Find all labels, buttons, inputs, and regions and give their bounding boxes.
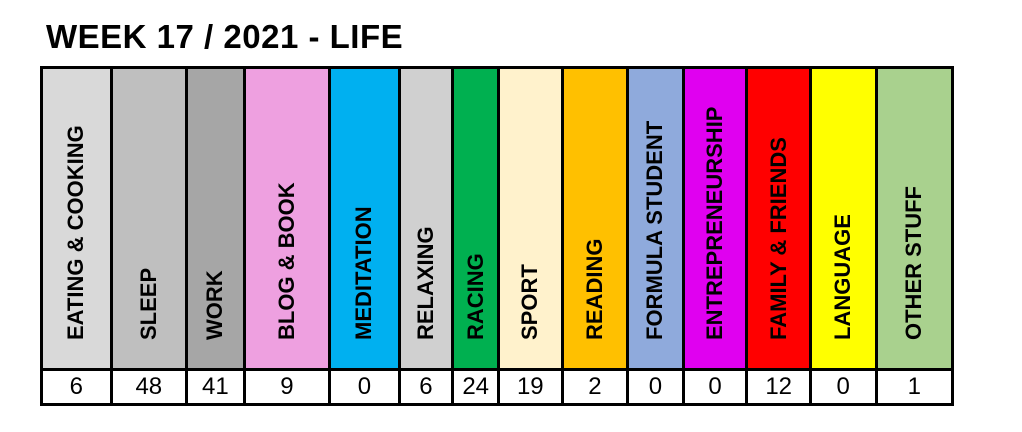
category-label: RACING	[462, 253, 488, 340]
category-color-cell: EATING & COOKING	[43, 69, 110, 371]
category-hours-value: 9	[245, 371, 329, 403]
category-label: SPORT	[517, 264, 543, 340]
category-hours-value: 19	[500, 371, 561, 403]
category-hours-value: 0	[629, 371, 682, 403]
category-hours-value: 2	[563, 371, 627, 403]
category-label: OTHER STUFF	[901, 186, 927, 340]
category-column: SLEEP 48	[112, 69, 189, 403]
category-label: ENTREPRENEURSHIP	[702, 106, 728, 340]
category-color-cell: MEDITATION	[331, 69, 398, 371]
category-color-cell: FORMULA STUDENT	[629, 69, 682, 371]
category-hours-value: 24	[454, 371, 498, 403]
category-hours-value: 41	[188, 371, 243, 403]
category-column: ENTREPRENEURSHIP 0	[684, 69, 749, 403]
category-column: READING 2	[563, 69, 630, 403]
category-hours-value: 6	[400, 371, 452, 403]
category-column: FAMILY & FRIENDS 12	[748, 69, 812, 403]
category-color-cell: BLOG & BOOK	[245, 69, 329, 371]
category-column: SPORT 19	[500, 69, 564, 403]
category-color-cell: RELAXING	[400, 69, 452, 371]
category-hours-value: 0	[811, 371, 875, 403]
category-label: EATING & COOKING	[63, 125, 89, 340]
category-label: LANGUAGE	[830, 214, 856, 340]
weekly-life-table: EATING & COOKING 6 SLEEP 48 WORK 41 BLOG & BOO…	[40, 66, 954, 406]
category-hours-value: 1	[877, 371, 952, 403]
category-color-cell: SPORT	[500, 69, 561, 371]
category-hours-value: 12	[748, 371, 809, 403]
category-color-cell: ENTREPRENEURSHIP	[684, 69, 746, 371]
category-color-cell: FAMILY & FRIENDS	[748, 69, 809, 371]
category-column: OTHER STUFF 1	[877, 69, 952, 403]
category-label: BLOG & BOOK	[273, 182, 299, 340]
category-label: WORK	[202, 270, 228, 340]
category-column: FORMULA STUDENT 0	[629, 69, 685, 403]
category-color-cell: LANGUAGE	[811, 69, 875, 371]
category-label: SLEEP	[135, 267, 161, 340]
category-column: LANGUAGE 0	[811, 69, 878, 403]
category-label: READING	[581, 238, 607, 340]
category-color-cell: OTHER STUFF	[877, 69, 952, 371]
category-column: WORK 41	[188, 69, 246, 403]
category-column: MEDITATION 0	[331, 69, 401, 403]
category-color-cell: WORK	[188, 69, 243, 371]
category-column: BLOG & BOOK 9	[245, 69, 332, 403]
category-column: RELAXING 6	[400, 69, 455, 403]
category-label: FORMULA STUDENT	[642, 120, 668, 340]
category-hours-value: 6	[43, 371, 110, 403]
category-column: RACING 24	[454, 69, 501, 403]
category-column: EATING & COOKING 6	[43, 69, 113, 403]
category-hours-value: 0	[331, 371, 398, 403]
category-hours-value: 0	[684, 371, 746, 403]
page-title: WEEK 17 / 2021 - LIFE	[46, 18, 404, 55]
category-color-cell: SLEEP	[112, 69, 186, 371]
category-color-cell: RACING	[454, 69, 498, 371]
category-label: FAMILY & FRIENDS	[765, 137, 791, 340]
category-label: RELAXING	[412, 226, 438, 340]
category-label: MEDITATION	[351, 206, 377, 340]
category-color-cell: READING	[563, 69, 627, 371]
category-hours-value: 48	[112, 371, 186, 403]
